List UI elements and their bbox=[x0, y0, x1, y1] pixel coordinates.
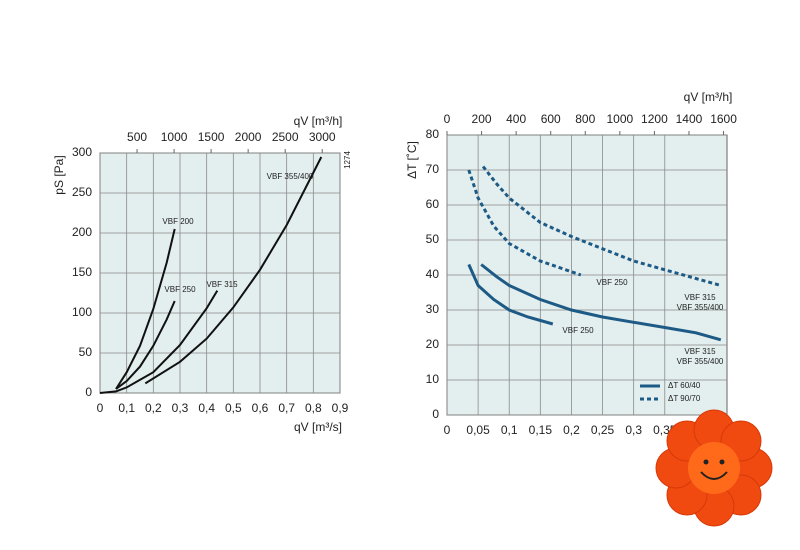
x-tick-label: 0 bbox=[444, 423, 451, 437]
curve-label: VBF 200 bbox=[162, 217, 194, 226]
curve-label: VBF 315 bbox=[684, 347, 716, 356]
x2-tick-label: 600 bbox=[541, 112, 561, 126]
y-tick-label: 150 bbox=[72, 265, 92, 279]
x-tick-label: 0,2 bbox=[563, 423, 580, 437]
y-tick-label: 50 bbox=[79, 345, 93, 359]
y-axis-label: ΔT [˚C] bbox=[405, 141, 419, 179]
x-tick-label: 0,3 bbox=[625, 423, 642, 437]
y-tick-label: 250 bbox=[72, 185, 92, 199]
x-tick-label: 0,8 bbox=[305, 401, 322, 415]
x2-axis-label: qV [m³/h] bbox=[684, 90, 733, 104]
curve-label: VBF 355/400 bbox=[267, 172, 314, 181]
x2-tick-label: 1000 bbox=[606, 112, 633, 126]
x2-tick-label: 200 bbox=[472, 112, 492, 126]
x-tick-label: 0,3 bbox=[172, 401, 189, 415]
x2-tick-label: 2000 bbox=[235, 130, 262, 144]
x2-tick-label: 1500 bbox=[198, 130, 225, 144]
y-tick-label: 300 bbox=[72, 145, 92, 159]
x-axis-label: qV [m³/s] bbox=[294, 420, 342, 434]
x-tick-label: 0,4 bbox=[198, 401, 215, 415]
curve-label: VBF 250 bbox=[596, 278, 628, 287]
curve-label: VBF 315 bbox=[206, 280, 238, 289]
x2-tick-label: 400 bbox=[506, 112, 526, 126]
y-axis-label: pS [Pa] bbox=[52, 155, 66, 194]
x-tick-label: 0,7 bbox=[278, 401, 295, 415]
x-tick-label: 0,5 bbox=[225, 401, 242, 415]
y-tick-label: 0 bbox=[85, 385, 92, 399]
y-tick-label: 0 bbox=[432, 407, 439, 421]
x2-tick-label: 3000 bbox=[309, 130, 336, 144]
x-tick-label: 0,25 bbox=[591, 423, 615, 437]
x2-tick-label: 800 bbox=[575, 112, 595, 126]
x2-tick-label: 1400 bbox=[676, 112, 703, 126]
curve-label: VBF 250 bbox=[562, 326, 594, 335]
curve-label: VBF 355/400 bbox=[677, 303, 724, 312]
flower-sticker bbox=[655, 409, 773, 527]
curve bbox=[115, 228, 176, 390]
y-tick-label: 60 bbox=[426, 197, 440, 211]
y-tick-label: 10 bbox=[426, 372, 440, 386]
x2-tick-label: 1600 bbox=[710, 112, 737, 126]
curve-label: VBF 250 bbox=[164, 285, 196, 294]
x-tick-label: 0,15 bbox=[529, 423, 553, 437]
x2-axis-label: qV [m³/h] bbox=[294, 114, 343, 128]
y-tick-label: 20 bbox=[426, 337, 440, 351]
curve bbox=[144, 156, 323, 385]
x2-tick-label: 1000 bbox=[161, 130, 188, 144]
x2-tick-label: 500 bbox=[127, 130, 147, 144]
y-tick-label: 50 bbox=[426, 232, 440, 246]
x-tick-label: 0,1 bbox=[501, 423, 518, 437]
x-tick-label: 0,2 bbox=[145, 401, 162, 415]
y-tick-label: 80 bbox=[426, 127, 440, 141]
x-tick-label: 0,9 bbox=[332, 401, 349, 415]
y-tick-label: 200 bbox=[72, 225, 92, 239]
note: 1274 bbox=[343, 151, 352, 169]
x2-tick-label: 2500 bbox=[272, 130, 299, 144]
y-tick-label: 100 bbox=[72, 305, 92, 319]
x-tick-label: 0,05 bbox=[466, 423, 490, 437]
y-tick-label: 30 bbox=[426, 302, 440, 316]
y-tick-label: 70 bbox=[426, 162, 440, 176]
curve bbox=[467, 263, 554, 326]
legend-label: ΔT 60/40 bbox=[668, 381, 701, 390]
x-tick-label: 0 bbox=[97, 401, 104, 415]
curve bbox=[467, 169, 582, 277]
curve bbox=[480, 263, 722, 342]
curve bbox=[115, 300, 176, 390]
x-tick-label: 0,1 bbox=[118, 401, 135, 415]
curve bbox=[99, 290, 219, 394]
y-tick-label: 40 bbox=[426, 267, 440, 281]
curve bbox=[481, 165, 722, 287]
curve-label: VBF 315 bbox=[684, 293, 716, 302]
legend-label: ΔT 90/70 bbox=[668, 394, 701, 403]
x2-tick-label: 0 bbox=[444, 112, 451, 126]
x-tick-label: 0,6 bbox=[252, 401, 269, 415]
x2-tick-label: 1200 bbox=[641, 112, 668, 126]
curve-label: VBF 355/400 bbox=[677, 357, 724, 366]
